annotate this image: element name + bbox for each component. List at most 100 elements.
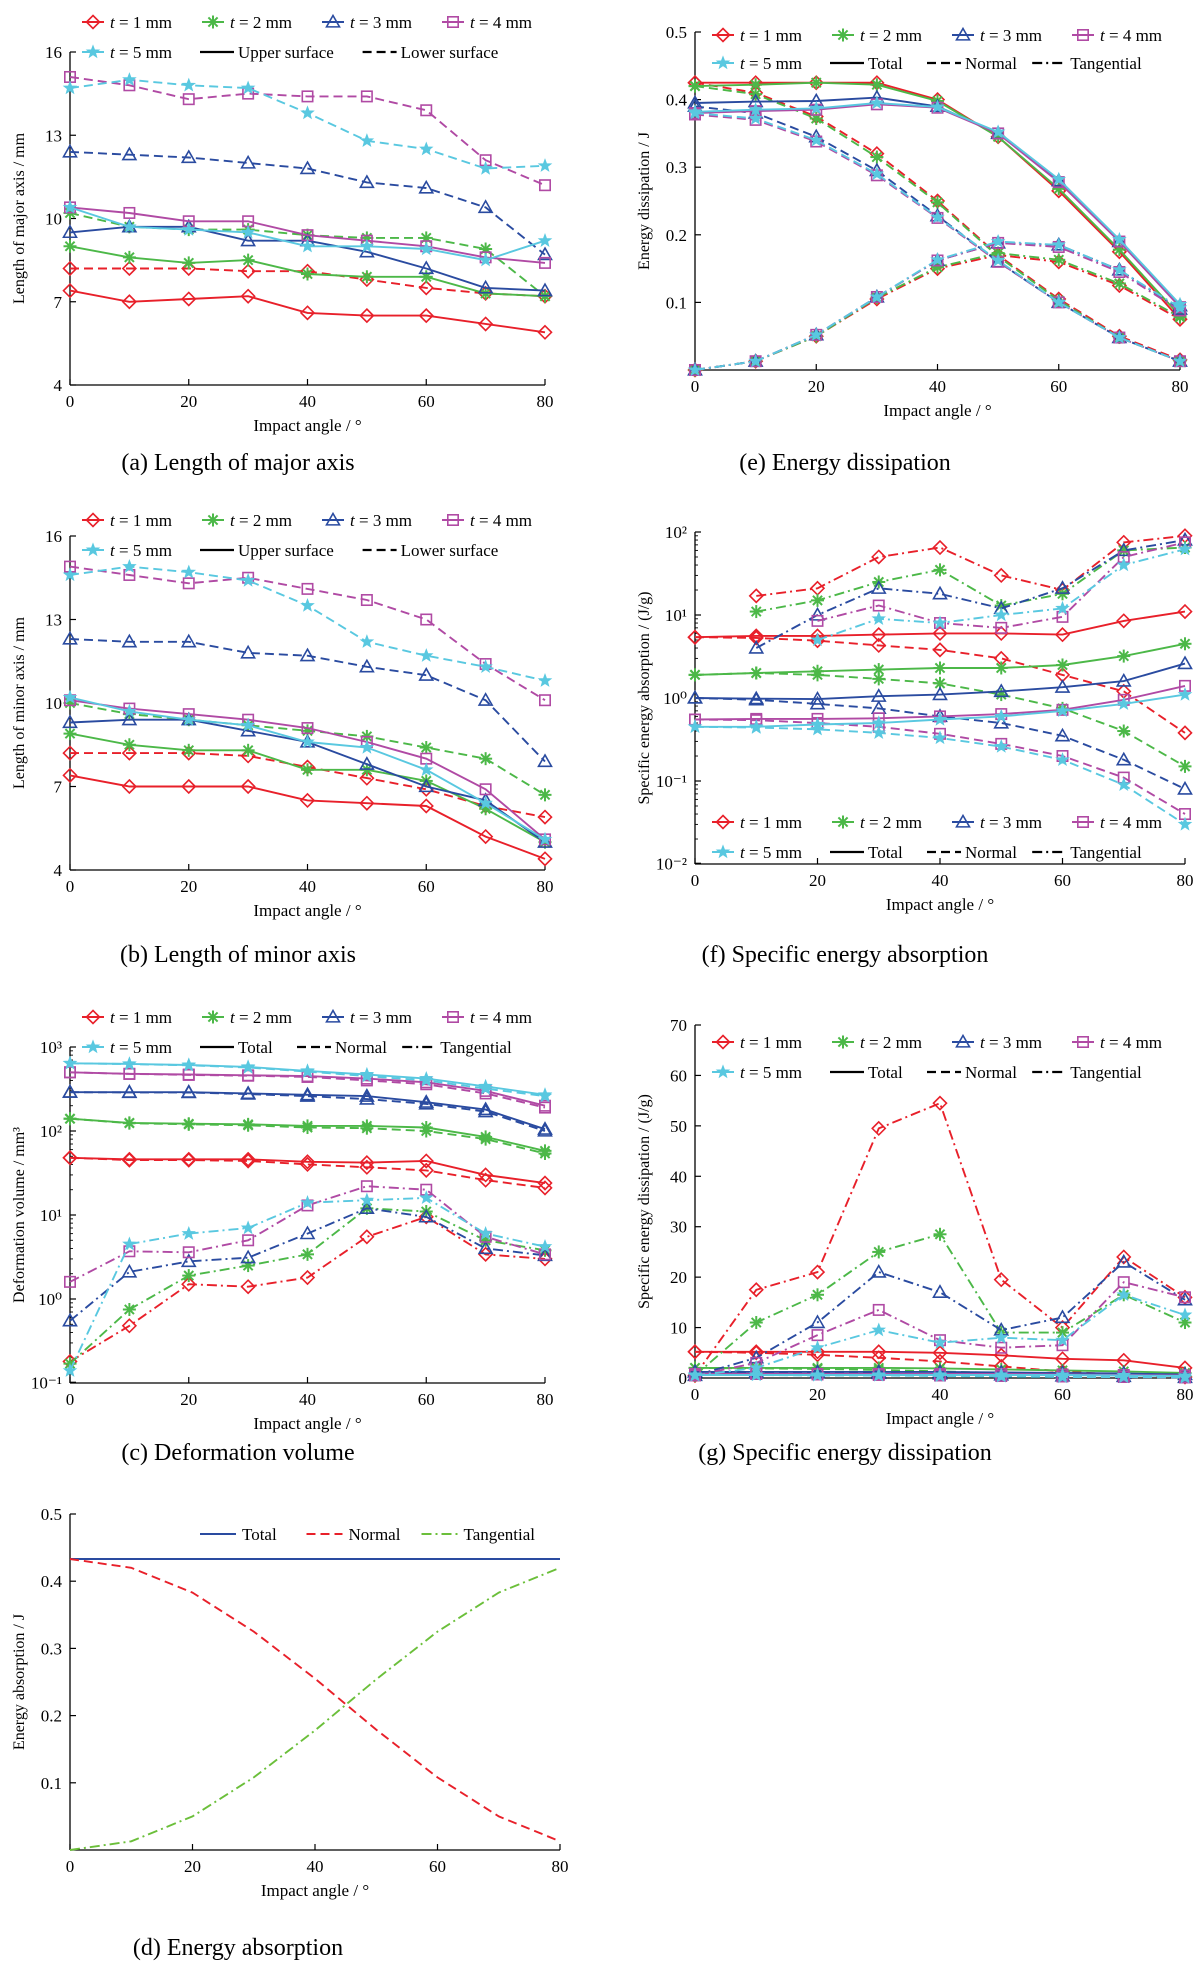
data-point (63, 239, 77, 253)
series-line (70, 267, 546, 298)
data-point (477, 199, 494, 214)
legend-style-label: Total (868, 54, 903, 73)
x-tick-label: 80 (552, 1857, 569, 1876)
data-point (749, 1316, 763, 1330)
data-point (932, 730, 948, 745)
data-point (121, 778, 138, 795)
data-point (121, 1318, 138, 1334)
data-point (299, 1269, 316, 1286)
data-point (993, 607, 1009, 622)
data-point (63, 1112, 77, 1126)
data-point (1115, 542, 1132, 557)
series (62, 1209, 553, 1370)
data-point (240, 80, 256, 95)
data-point (358, 658, 375, 673)
series (687, 655, 1193, 705)
data-point (748, 1282, 764, 1298)
series-line (69, 565, 546, 702)
data-point (537, 324, 553, 340)
y-tick-label: 0.3 (666, 158, 687, 177)
series-line (69, 1207, 546, 1365)
data-point (62, 283, 78, 299)
y-tick-label: 0.1 (41, 1774, 62, 1793)
data-point (240, 263, 256, 279)
legend-marker-t3 (955, 813, 971, 828)
legend-style-label: Tangential (1070, 843, 1142, 862)
series (64, 560, 551, 707)
y-axis-label: Length of major axis / mm (11, 132, 28, 304)
data-point (871, 549, 887, 565)
series-line (69, 1558, 561, 1843)
legend-marker-t1 (715, 1034, 731, 1050)
series-line (69, 732, 546, 844)
legend-style-label: Normal (335, 1038, 387, 1057)
legend-label-t4: t = 4 mm (1100, 26, 1162, 45)
legend-marker-t4 (446, 1010, 459, 1023)
data-point (994, 1330, 1009, 1344)
x-axis-label: Impact angle / ° (886, 1409, 994, 1428)
data-point (537, 1122, 553, 1137)
data-point (62, 1312, 78, 1327)
data-point (299, 1154, 316, 1170)
series (64, 70, 551, 192)
data-point (933, 1227, 947, 1241)
x-tick-label: 20 (184, 1857, 201, 1876)
data-point (182, 256, 196, 270)
legend-style-label: Normal (965, 1063, 1017, 1082)
legend-label-t4: t = 4 mm (470, 511, 532, 530)
data-point (537, 673, 553, 687)
data-point (871, 1367, 887, 1382)
data-point (180, 633, 197, 648)
data-point (748, 639, 765, 654)
data-point (121, 1263, 138, 1278)
data-point (687, 629, 703, 645)
x-tick-label: 60 (418, 877, 435, 896)
data-point (871, 611, 887, 626)
data-point (360, 270, 374, 284)
data-point (1116, 557, 1131, 572)
legend-label-t5: t = 5 mm (740, 843, 802, 862)
data-point (241, 1118, 255, 1132)
data-point (1177, 780, 1193, 795)
data-point (872, 672, 886, 686)
y-tick-label: 13 (45, 611, 62, 630)
data-point (1055, 600, 1070, 615)
data-point (538, 256, 551, 269)
y-tick-label: 13 (45, 126, 62, 145)
y-axis-label: Length of minor axis / mm (11, 616, 28, 789)
data-point (871, 627, 887, 643)
series-line (69, 638, 546, 763)
series-line (694, 105, 1181, 363)
data-point (537, 1121, 553, 1135)
legend-label-t2: t = 2 mm (860, 813, 922, 832)
y-tick-label: 10 (45, 210, 62, 229)
series-line (694, 1260, 1186, 1377)
data-point (478, 160, 493, 175)
legend-label-t2: t = 2 mm (230, 1008, 292, 1027)
data-point (241, 743, 255, 757)
x-tick-label: 40 (932, 1385, 949, 1404)
legend-label-t1: t = 1 mm (110, 511, 172, 530)
data-point (749, 1360, 764, 1375)
y-tick-label: 60 (670, 1066, 687, 1085)
data-point (359, 634, 375, 648)
panel-caption: (f) Specific energy absorption (702, 942, 989, 968)
data-point (181, 1152, 197, 1168)
legend-label-t4: t = 4 mm (1100, 1033, 1162, 1052)
series (62, 199, 553, 267)
series (62, 558, 553, 687)
data-point (418, 762, 434, 777)
y-tick-label: 10⁰ (38, 1290, 62, 1309)
data-point (537, 233, 553, 247)
data-point (299, 647, 316, 662)
series (687, 689, 1193, 795)
data-point (182, 577, 195, 590)
x-tick-label: 20 (809, 871, 826, 890)
x-tick-label: 40 (929, 377, 946, 396)
series (688, 666, 1192, 773)
data-point (1054, 580, 1071, 594)
data-point (811, 1288, 824, 1302)
data-point (538, 179, 551, 192)
data-point (240, 778, 256, 795)
data-point (1056, 658, 1069, 672)
